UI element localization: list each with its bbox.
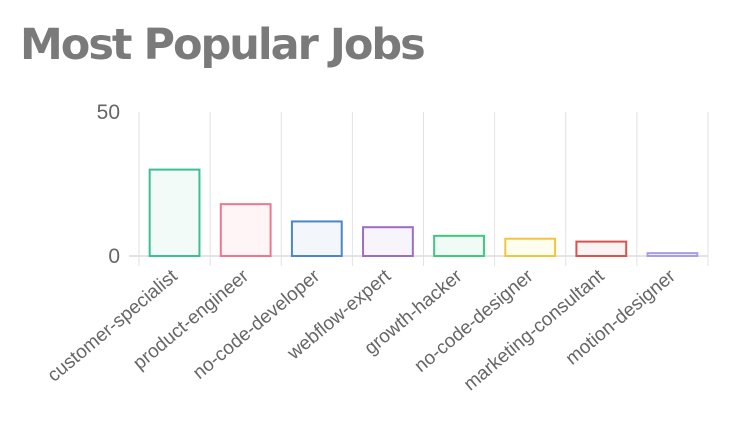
x-axis-labels: customer-specialistproduct-engineerno-co… <box>44 265 680 395</box>
y-axis-ticks: 0 50 <box>97 101 120 268</box>
bar-no-code-developer <box>290 220 343 258</box>
x-tick-label: marketing-consultant <box>460 265 609 395</box>
x-tick-label: customer-specialist <box>44 265 183 386</box>
bar-marketing-consultant <box>575 240 628 258</box>
bars <box>148 168 699 258</box>
bar-product-engineer <box>219 203 272 258</box>
chart-title: Most Popular Jobs <box>20 20 426 70</box>
x-tick-label: no-code-designer <box>411 265 538 377</box>
bar-motion-designer <box>646 252 699 257</box>
y-tick-label: 0 <box>108 245 120 268</box>
bar-webflow-expert <box>362 226 414 257</box>
x-tick-label: no-code-developer <box>189 265 324 383</box>
bar-growth-hacker <box>433 234 485 257</box>
bar-customer-specialist <box>148 168 201 258</box>
bar-no-code-designer <box>504 237 557 258</box>
y-tick-label: 50 <box>97 101 120 124</box>
